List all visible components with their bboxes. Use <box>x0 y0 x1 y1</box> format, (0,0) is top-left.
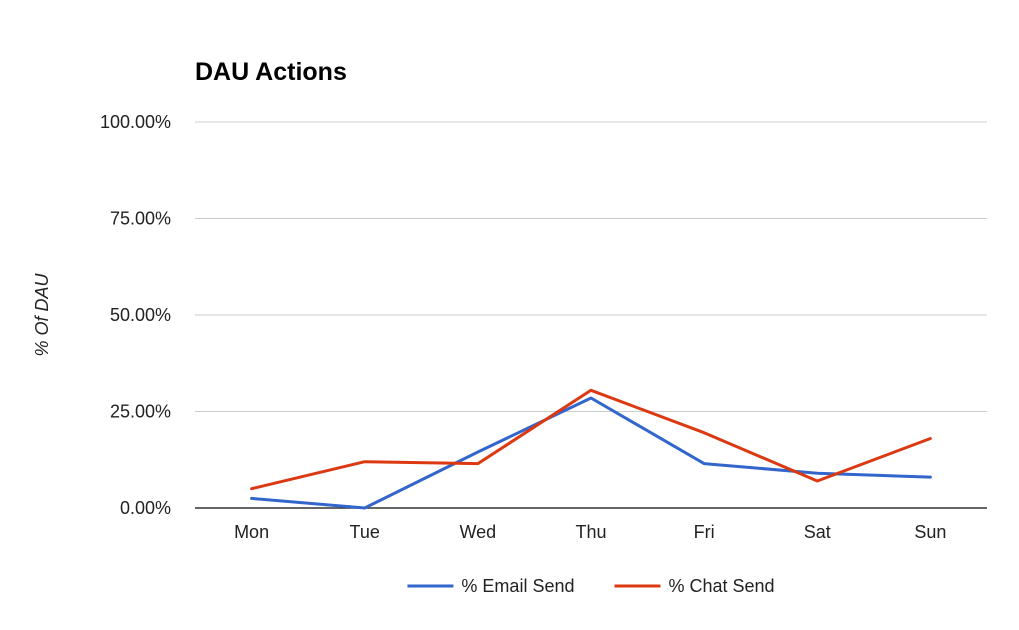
series-line-chat-send <box>250 388 932 491</box>
legend: % Email Send % Chat Send <box>407 576 775 596</box>
x-tick-label: Mon <box>234 522 269 542</box>
legend-label: % Chat Send <box>668 576 774 596</box>
y-tick-label: 100.00% <box>100 112 171 132</box>
legend-label: % Email Send <box>461 576 574 596</box>
x-axis-ticks: Mon Tue Wed Thu Fri Sat Sun <box>234 522 946 542</box>
chart-title: DAU Actions <box>195 58 347 86</box>
x-tick-label: Fri <box>694 522 715 542</box>
x-tick-label: Thu <box>575 522 606 542</box>
y-tick-label: 25.00% <box>110 402 171 422</box>
x-tick-label: Sun <box>914 522 946 542</box>
series-line-email-send <box>250 396 932 510</box>
x-tick-label: Sat <box>804 522 831 542</box>
x-tick-label: Wed <box>460 522 497 542</box>
y-axis-title: % Of DAU <box>32 272 52 356</box>
y-tick-label: 0.00% <box>120 498 171 518</box>
y-axis-ticks: 0.00% 25.00% 50.00% 75.00% 100.00% <box>100 112 171 518</box>
grid <box>195 121 987 509</box>
series-lines <box>250 388 932 510</box>
y-tick-label: 75.00% <box>110 209 171 229</box>
x-tick-label: Tue <box>350 522 380 542</box>
y-tick-label: 50.00% <box>110 305 171 325</box>
